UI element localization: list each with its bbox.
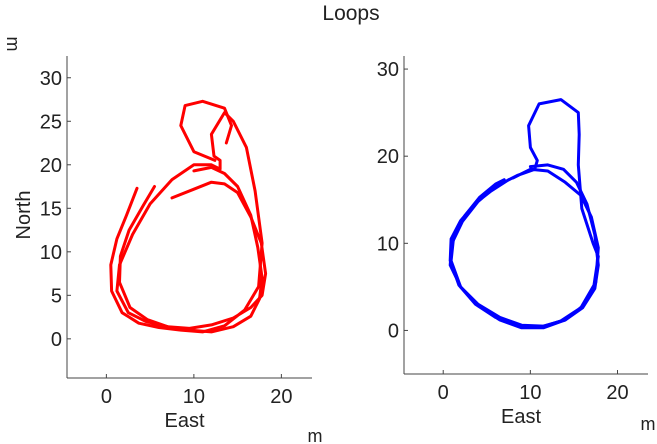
y-tick-label: 0 [388,320,399,342]
y-unit-label: m [3,37,23,52]
y-tick-label: 5 [51,285,62,307]
trajectory-line-3 [179,99,233,162]
x-tick-label: 0 [438,382,449,404]
trajectory-line-1 [109,111,268,334]
y-tick-label: 0 [51,329,62,351]
x-unit-label: m [308,426,323,444]
trajectory-line-2 [448,98,600,330]
x-tick-label: 10 [519,382,541,404]
y-tick-label: 10 [40,242,62,264]
y-axis-label: North [13,191,35,240]
trajectory-line-2 [118,165,264,334]
y-tick-label: 10 [377,233,399,255]
y-tick-label: 30 [40,68,62,90]
y-tick-label: 30 [377,59,399,81]
x-tick-label: 10 [183,386,205,408]
y-tick-label: 15 [40,198,62,220]
y-tick-label: 20 [377,146,399,168]
right-trajectory-plot: 0 10 20 30 0 10 20 East m [377,56,656,434]
chart-title: Loops [322,2,379,25]
y-tick-label: 25 [40,111,62,133]
x-tick-label: 20 [606,382,628,404]
x-axis-label: East [501,406,541,428]
left-trajectory-plot: 0 5 10 15 20 25 30 0 10 20 East North m m [3,37,323,444]
x-unit-label: m [641,414,656,434]
x-tick-label: 0 [101,386,112,408]
x-tick-label: 20 [270,386,292,408]
x-axis-label: East [164,410,204,432]
y-tick-label: 20 [40,155,62,177]
